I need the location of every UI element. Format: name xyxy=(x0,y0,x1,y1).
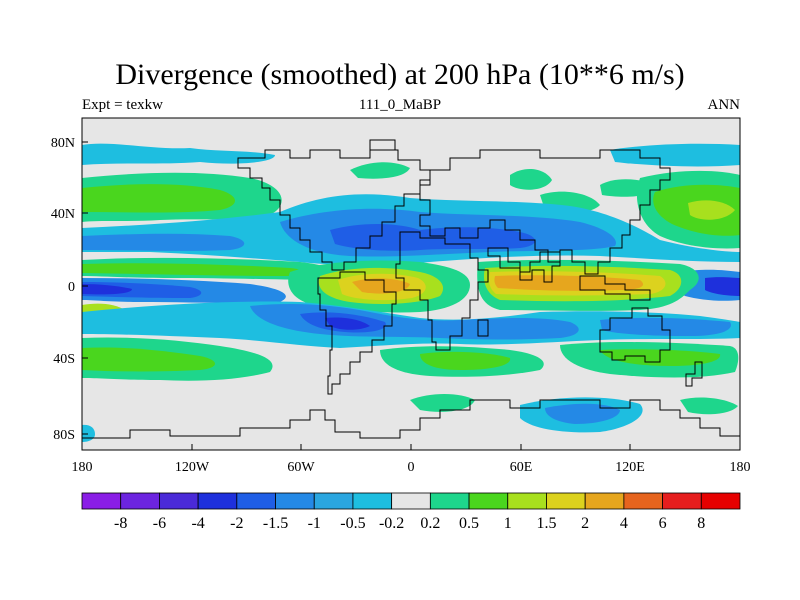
coastline-arabia-india xyxy=(487,247,561,283)
colorbar-label: 6 xyxy=(659,515,667,532)
lat-tick-label: 80N xyxy=(51,136,75,151)
colorbar-label: -0.2 xyxy=(379,515,404,532)
colorbar-box xyxy=(584,492,625,510)
coastline-madagascar xyxy=(477,319,489,337)
lon-axis: 180 120W 60W 0 60E 120E 180 xyxy=(72,444,751,475)
contour-neg-sh-highlat-core xyxy=(545,403,620,424)
contour-pos-sh-highlat xyxy=(410,394,475,412)
colorbar-label: -1 xyxy=(308,515,321,532)
colorbar-box xyxy=(429,492,470,510)
colorbar: -8 -6 -4 -2 -1.5 -1 -0.5 -0.2 0.2 0.5 1 1.5 2 4 6 8 xyxy=(81,492,741,532)
colorbar-label: 4 xyxy=(620,515,628,532)
colorbar-label: 0.2 xyxy=(420,515,440,532)
colorbar-label: 1 xyxy=(504,515,512,532)
contour-pos-africa-max xyxy=(352,278,410,294)
colorbar-box xyxy=(120,492,160,510)
coastline-maritime-continent xyxy=(579,275,651,301)
colorbar-box xyxy=(546,492,586,510)
coastlines xyxy=(82,139,740,439)
colorbar-box xyxy=(81,492,122,510)
colorbar-label: -1.5 xyxy=(263,515,288,532)
lon-tick-label: 60W xyxy=(287,460,315,475)
colorbar-label: -4 xyxy=(191,515,204,532)
coastline-antarctica xyxy=(82,399,740,439)
contour-pos-arctic-east xyxy=(510,168,552,190)
lon-tick-label: 120W xyxy=(175,460,210,475)
lat-tick-label: 40S xyxy=(53,352,75,367)
contour-neg-nh-subtrop-west xyxy=(82,233,245,251)
lat-tick-label: 40N xyxy=(51,207,75,222)
colorbar-box xyxy=(352,492,393,510)
colorbar-box xyxy=(159,492,199,510)
colorbar-box xyxy=(313,492,354,510)
colorbar-label: -6 xyxy=(153,515,166,532)
colorbar-box xyxy=(391,492,431,510)
colorbar-label: -0.5 xyxy=(340,515,365,532)
colorbar-label: 8 xyxy=(697,515,705,532)
colorbar-box xyxy=(236,492,276,510)
contour-neg-eq-east-core xyxy=(705,277,740,296)
contour-pos-npac-west-core xyxy=(82,184,235,213)
lat-tick-label: 0 xyxy=(68,280,75,295)
lon-tick-label: 180 xyxy=(72,460,93,475)
contour-neg-nh-subtrop-strong xyxy=(330,224,535,251)
colorbar-label: -2 xyxy=(230,515,243,532)
colorbar-box xyxy=(275,492,315,510)
colorbar-label: 0.5 xyxy=(459,515,479,532)
contour-neg-eq-pacific-max xyxy=(82,284,132,295)
lon-tick-label: 60E xyxy=(510,460,533,475)
colorbar-box xyxy=(662,492,702,510)
contour-field xyxy=(82,143,740,442)
lon-tick-label: 120E xyxy=(615,460,645,475)
coastline-australia xyxy=(599,307,671,363)
lat-tick-label: 80S xyxy=(53,428,75,443)
colorbar-box xyxy=(468,492,509,510)
lat-axis: 80N 40N 0 40S 80S xyxy=(51,136,88,443)
contour-pos-arctic xyxy=(350,162,410,179)
contour-neg-arctic-east xyxy=(610,143,740,167)
coastline-north-america xyxy=(237,149,431,271)
coastline-new-zealand xyxy=(685,361,703,387)
lon-tick-label: 0 xyxy=(408,460,415,475)
colorbar-box xyxy=(507,492,547,510)
contour-neg-sh-subtrop-max xyxy=(325,317,370,330)
coastline-greenland xyxy=(369,139,396,151)
contour-neg-sh-east xyxy=(600,317,731,336)
colorbar-box xyxy=(700,492,741,510)
contour-pos-npac-east-peak xyxy=(688,200,735,220)
contour-pos-eq-west-core xyxy=(82,263,305,276)
colorbar-box xyxy=(197,492,238,510)
lon-tick-label: 180 xyxy=(730,460,751,475)
plot-title: Divergence (smoothed) at 200 hPa (10**6 … xyxy=(115,58,685,91)
colorbar-label: 1.5 xyxy=(536,515,556,532)
coastline-eurasia xyxy=(419,149,671,275)
season-label: ANN xyxy=(707,97,741,113)
contour-pos-sh-highlat-2 xyxy=(680,397,738,415)
coastline-south-america xyxy=(317,271,397,395)
colorbar-label: -8 xyxy=(114,515,127,532)
colorbar-label: 2 xyxy=(581,515,589,532)
period-label: 111_0_MaBP xyxy=(358,97,442,113)
colorbar-box xyxy=(623,492,663,510)
coastline-africa xyxy=(395,231,489,351)
contour-neg-arctic-west xyxy=(82,143,275,165)
contour-pos-sh-midlat-west-core xyxy=(82,347,215,372)
experiment-label: Expt = texkw xyxy=(82,97,163,113)
contour-pos-sh-midlat-center-core xyxy=(420,351,511,370)
